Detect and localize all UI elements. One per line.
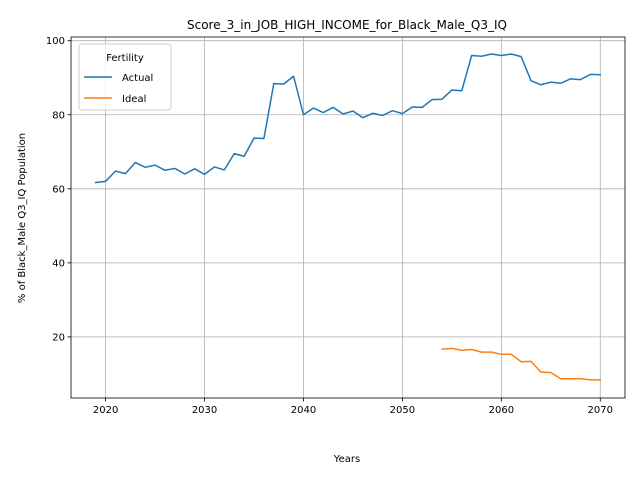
legend-box (78, 43, 172, 111)
chart-title: Score_3_in_JOB_HIGH_INCOME_for_Black_Mal… (187, 18, 507, 32)
y-tick-label: 80 (52, 110, 65, 121)
legend-label-actual: Actual (122, 73, 153, 84)
x-tick-label: 2040 (291, 405, 316, 416)
series-line-ideal (441, 347, 602, 381)
x-axis-label: Years (333, 454, 360, 465)
legend-label-ideal: Ideal (122, 94, 146, 105)
x-tick-label: 2060 (489, 405, 514, 416)
y-tick-label: 40 (52, 258, 65, 269)
x-tick-label: 2020 (93, 405, 118, 416)
series-line-actual (94, 53, 602, 184)
y-tick-label: 100 (46, 36, 65, 47)
x-tick-label: 2070 (588, 405, 613, 416)
plot-frame (70, 36, 626, 399)
x-tick-label: 2030 (192, 405, 217, 416)
grid (71, 37, 625, 398)
y-tick-label: 20 (52, 332, 65, 343)
y-tick-label: 60 (52, 184, 65, 195)
x-tick-label: 2050 (390, 405, 415, 416)
legend-title: Fertility (106, 53, 144, 64)
y-axis-label: % of Black_Male Q3_IQ Population (17, 133, 28, 303)
legend: Fertility Actual Ideal (78, 43, 172, 111)
series-layer (94, 53, 602, 381)
